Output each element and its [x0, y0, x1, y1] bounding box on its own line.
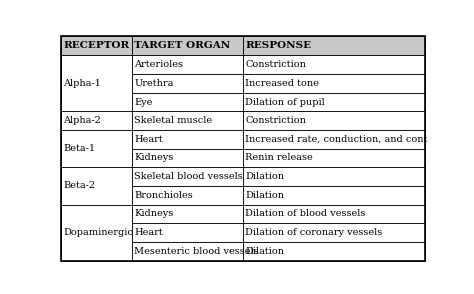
Text: Dilation of pupil: Dilation of pupil: [245, 98, 325, 106]
Text: RESPONSE: RESPONSE: [245, 41, 311, 51]
Bar: [243, 205, 425, 223]
Bar: [132, 242, 243, 260]
Bar: [243, 149, 425, 167]
Bar: [132, 167, 243, 186]
Text: Heart: Heart: [134, 135, 163, 144]
Bar: [61, 167, 132, 205]
Bar: [243, 186, 425, 205]
Text: Arterioles: Arterioles: [134, 60, 183, 69]
Bar: [132, 205, 243, 223]
Bar: [61, 111, 132, 130]
Text: Eye: Eye: [134, 98, 153, 106]
Bar: [132, 111, 243, 130]
Bar: [132, 186, 243, 205]
Text: Dilation: Dilation: [245, 191, 284, 200]
Text: Beta-2: Beta-2: [64, 181, 95, 191]
Text: RECEPTOR: RECEPTOR: [64, 41, 129, 51]
Bar: [61, 130, 132, 167]
Text: Alpha-2: Alpha-2: [64, 116, 101, 125]
Bar: [132, 223, 243, 242]
Bar: [61, 56, 132, 111]
Text: Bronchioles: Bronchioles: [134, 191, 193, 200]
Text: Dilation of blood vessels: Dilation of blood vessels: [245, 209, 365, 218]
Text: Alpha-1: Alpha-1: [64, 79, 101, 88]
Text: Mesenteric blood vessels: Mesenteric blood vessels: [134, 247, 259, 256]
Bar: [132, 36, 243, 56]
Bar: [243, 130, 425, 149]
Text: Skeletal muscle: Skeletal muscle: [134, 116, 212, 125]
Bar: [243, 111, 425, 130]
Text: TARGET ORGAN: TARGET ORGAN: [134, 41, 230, 51]
Text: Heart: Heart: [134, 228, 163, 237]
Bar: [132, 149, 243, 167]
Text: Constriction: Constriction: [245, 116, 306, 125]
Text: Dilation: Dilation: [245, 247, 284, 256]
Bar: [61, 36, 132, 56]
Bar: [243, 74, 425, 93]
Bar: [132, 130, 243, 149]
Bar: [243, 93, 425, 111]
Bar: [243, 56, 425, 74]
Text: Increased tone: Increased tone: [245, 79, 319, 88]
Bar: [132, 93, 243, 111]
Text: Kidneys: Kidneys: [134, 153, 173, 163]
Text: Urethra: Urethra: [134, 79, 173, 88]
Bar: [132, 56, 243, 74]
Text: Renin release: Renin release: [245, 153, 313, 163]
Text: Dilation of coronary vessels: Dilation of coronary vessels: [245, 228, 383, 237]
Bar: [243, 242, 425, 260]
Text: Increased rate, conduction, and contractility: Increased rate, conduction, and contract…: [245, 135, 466, 144]
Text: Skeletal blood vessels: Skeletal blood vessels: [134, 172, 243, 181]
Bar: [243, 167, 425, 186]
Text: Dopaminergic: Dopaminergic: [64, 228, 133, 237]
Bar: [132, 74, 243, 93]
Text: Kidneys: Kidneys: [134, 209, 173, 218]
Text: Beta-1: Beta-1: [64, 144, 95, 153]
Bar: [243, 36, 425, 56]
Text: Dilation: Dilation: [245, 172, 284, 181]
Bar: [61, 205, 132, 260]
Bar: [243, 223, 425, 242]
Text: Constriction: Constriction: [245, 60, 306, 69]
